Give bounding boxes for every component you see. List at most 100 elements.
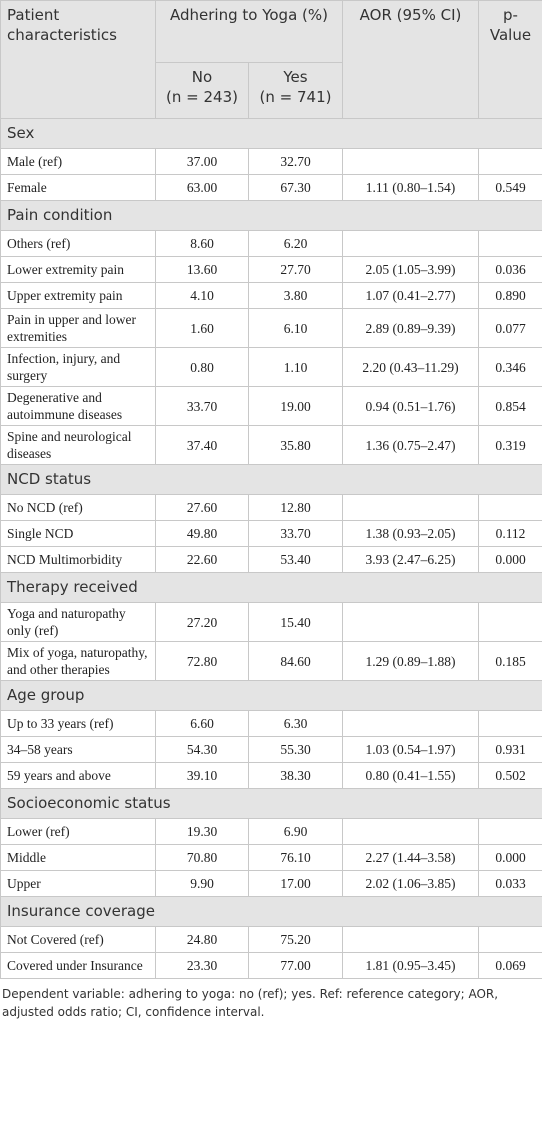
header-no-n: (n = 243) [166, 88, 238, 106]
row-label: Single NCD [0, 520, 156, 547]
cell-yes: 77.00 [248, 952, 343, 979]
cell-aor [342, 494, 479, 521]
cell-yes: 27.70 [248, 256, 343, 283]
data-row: Infection, injury, and surgery 0.80 1.10 2.… [0, 347, 542, 387]
data-row: No NCD (ref) 27.60 12.80 [0, 494, 542, 521]
cell-no: 33.70 [155, 386, 249, 426]
header-adhering: Adhering to Yoga (%) [155, 0, 343, 63]
row-label: Upper [0, 870, 156, 897]
cell-no: 19.30 [155, 818, 249, 845]
cell-p: 0.000 [478, 546, 542, 573]
cell-p [478, 602, 542, 642]
section-row: Pain condition [0, 200, 542, 231]
section-row: Insurance coverage [0, 896, 542, 927]
cell-p [478, 926, 542, 953]
cell-p: 0.077 [478, 308, 542, 348]
cell-p [478, 230, 542, 257]
row-label: Spine and neurological diseases [0, 425, 156, 465]
section-row: Therapy received [0, 572, 542, 603]
header-yes-label: Yes [283, 68, 308, 86]
row-label: 34–58 years [0, 736, 156, 763]
cell-no: 37.00 [155, 148, 249, 175]
data-row: Pain in upper and lower extremities 1.60 6… [0, 308, 542, 348]
cell-aor [342, 818, 479, 845]
cell-yes: 17.00 [248, 870, 343, 897]
cell-no: 70.80 [155, 844, 249, 871]
header-yes-n: (n = 741) [259, 88, 332, 106]
cell-yes: 35.80 [248, 425, 343, 465]
data-row: Mix of yoga, naturopathy, and other ther… [0, 641, 542, 681]
cell-p [478, 818, 542, 845]
header-no: No (n = 243) [155, 62, 249, 119]
row-label: Covered under Insurance [0, 952, 156, 979]
data-row: Male (ref) 37.00 32.70 [0, 148, 542, 175]
row-label: Lower extremity pain [0, 256, 156, 283]
cell-yes: 6.20 [248, 230, 343, 257]
cell-yes: 6.10 [248, 308, 343, 348]
cell-aor [342, 148, 479, 175]
section-row: Age group [0, 680, 542, 711]
section-row: Socioeconomic status [0, 788, 542, 819]
section-title: Therapy received [0, 572, 542, 603]
header-aor: AOR (95% CI) [342, 0, 479, 119]
cell-yes: 84.60 [248, 641, 343, 681]
row-label: Degenerative and autoimmune diseases [0, 386, 156, 426]
cell-yes: 19.00 [248, 386, 343, 426]
cell-no: 22.60 [155, 546, 249, 573]
data-row: Upper extremity pain 4.10 3.80 1.07 (0.41–2… [0, 282, 542, 309]
cell-no: 13.60 [155, 256, 249, 283]
row-label: NCD Multimorbidity [0, 546, 156, 573]
cell-yes: 38.30 [248, 762, 343, 789]
row-label: Middle [0, 844, 156, 871]
section-title: Insurance coverage [0, 896, 542, 927]
cell-p: 0.319 [478, 425, 542, 465]
cell-no: 4.10 [155, 282, 249, 309]
results-table: Patient characteristics Adhering to Yoga… [0, 0, 542, 979]
cell-p: 0.033 [478, 870, 542, 897]
cell-p: 0.036 [478, 256, 542, 283]
section-title: Pain condition [0, 200, 542, 231]
cell-yes: 15.40 [248, 602, 343, 642]
cell-yes: 75.20 [248, 926, 343, 953]
header-p: p-Value [478, 0, 542, 119]
cell-aor: 0.94 (0.51–1.76) [342, 386, 479, 426]
cell-yes: 6.30 [248, 710, 343, 737]
section-title: NCD status [0, 464, 542, 495]
data-row: Female 63.00 67.30 1.11 (0.80–1.54) 0.549 [0, 174, 542, 201]
row-label: Pain in upper and lower extremities [0, 308, 156, 348]
cell-no: 6.60 [155, 710, 249, 737]
cell-yes: 32.70 [248, 148, 343, 175]
cell-p: 0.931 [478, 736, 542, 763]
cell-p: 0.069 [478, 952, 542, 979]
cell-aor: 1.29 (0.89–1.88) [342, 641, 479, 681]
row-label: No NCD (ref) [0, 494, 156, 521]
cell-yes: 6.90 [248, 818, 343, 845]
cell-aor: 2.05 (1.05–3.99) [342, 256, 479, 283]
data-row: Yoga and naturopathy only (ref) 27.20 15.4… [0, 602, 542, 642]
row-label: Yoga and naturopathy only (ref) [0, 602, 156, 642]
data-row: Degenerative and autoimmune diseases 33.7… [0, 386, 542, 426]
row-label: Infection, injury, and surgery [0, 347, 156, 387]
data-row: Single NCD 49.80 33.70 1.38 (0.93–2.05) 0.11… [0, 520, 542, 547]
cell-yes: 55.30 [248, 736, 343, 763]
cell-aor [342, 230, 479, 257]
cell-p: 0.549 [478, 174, 542, 201]
cell-p: 0.502 [478, 762, 542, 789]
cell-no: 37.40 [155, 425, 249, 465]
section-row: Sex [0, 118, 542, 149]
cell-p: 0.112 [478, 520, 542, 547]
cell-aor: 2.89 (0.89–9.39) [342, 308, 479, 348]
row-label: Female [0, 174, 156, 201]
data-row: Others (ref) 8.60 6.20 [0, 230, 542, 257]
cell-yes: 67.30 [248, 174, 343, 201]
data-row: 59 years and above 39.10 38.30 0.80 (0.41–1… [0, 762, 542, 789]
data-row: Lower extremity pain 13.60 27.70 2.05 (1.05… [0, 256, 542, 283]
cell-aor [342, 710, 479, 737]
section-title: Sex [0, 118, 542, 149]
row-label: Lower (ref) [0, 818, 156, 845]
header-characteristics: Patient characteristics [0, 0, 156, 119]
row-label: 59 years and above [0, 762, 156, 789]
cell-no: 0.80 [155, 347, 249, 387]
section-title: Socioeconomic status [0, 788, 542, 819]
data-row: Spine and neurological diseases 37.40 35.8… [0, 425, 542, 465]
